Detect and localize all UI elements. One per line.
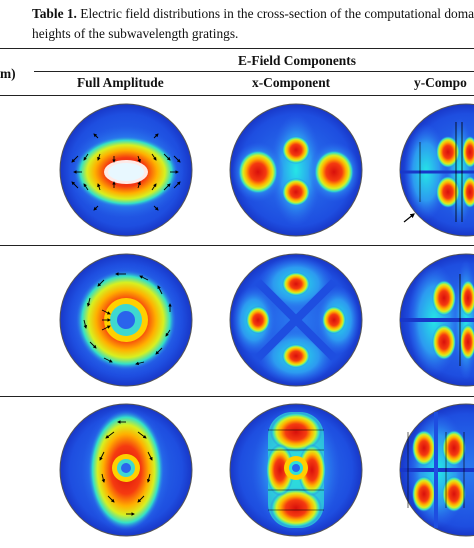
col-header-x-component: x-Component [252, 75, 331, 90]
row-2-rule [0, 396, 474, 397]
row-2-full-amplitude [59, 253, 193, 387]
group-rule [34, 71, 474, 72]
row-3-full-amplitude [59, 403, 193, 537]
col-header-y-component: y-Compo [414, 75, 467, 90]
row-1-full-amplitude [59, 103, 193, 237]
top-rule [0, 48, 474, 49]
col-header-full-amplitude: Full Amplitude [77, 75, 164, 90]
row-3-x-component [229, 403, 363, 537]
stub-header: m) [0, 66, 16, 81]
caption-line-1: Electric field distributions in the cros… [80, 6, 474, 21]
group-header: E-Field Components [238, 53, 356, 68]
header-rule [0, 95, 474, 96]
row-1-rule [0, 245, 474, 246]
row-2-y-component [399, 253, 474, 387]
row-2-x-component [229, 253, 363, 387]
row-1-y-component [399, 103, 474, 237]
caption-label: Table 1. [32, 6, 77, 21]
row-1-x-component [229, 103, 363, 237]
row-3-y-component [399, 403, 474, 537]
table-caption: Table 1. Electric field distributions in… [32, 4, 474, 44]
caption-line-2: heights of the subwavelength gratings. [32, 26, 239, 41]
